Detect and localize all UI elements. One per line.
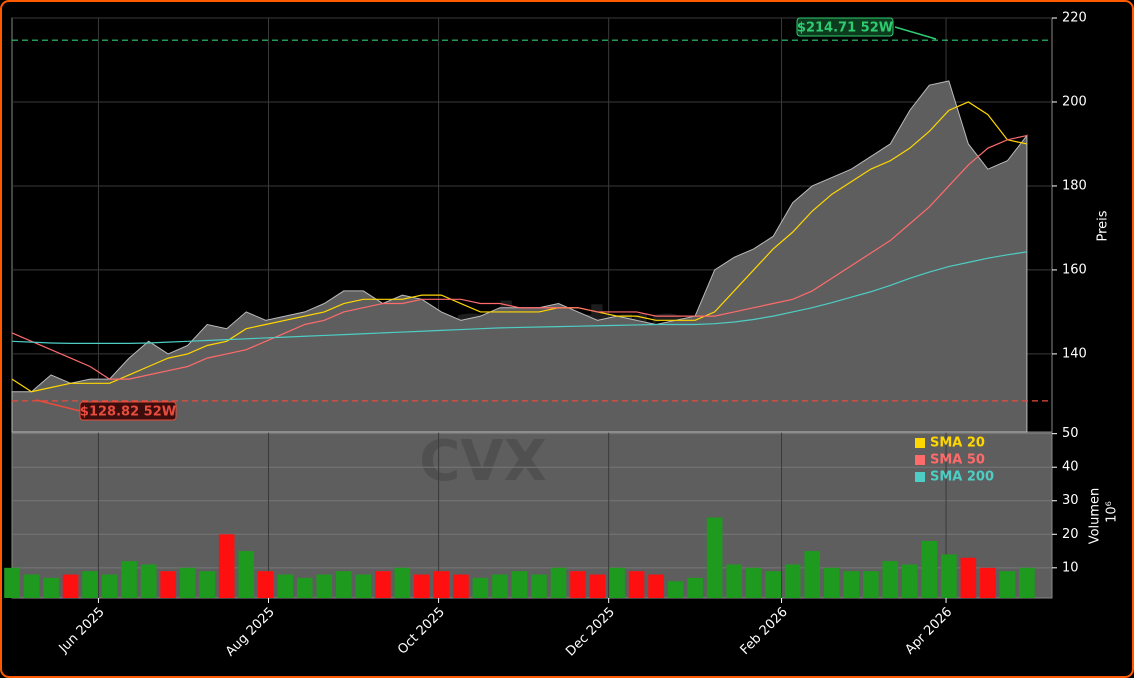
volume-bar (140, 564, 157, 598)
volume-bar (804, 551, 821, 598)
volume-bar (823, 567, 840, 598)
volume-bar (550, 567, 567, 598)
volume-bar (43, 577, 59, 598)
volume-bar (511, 571, 528, 598)
sma-line (11, 134, 1028, 380)
y-tick-label: 30 (1062, 493, 1079, 508)
volume-bar (921, 540, 938, 598)
volume-bar (23, 574, 40, 598)
volume-axis-label: Volumen (1088, 488, 1103, 545)
y-tick-label: 10 (1062, 560, 1079, 575)
volume-bar (160, 571, 176, 598)
volume-bar (648, 574, 664, 598)
y-tick-label: 160 (1062, 262, 1087, 277)
volume-bar (960, 557, 977, 598)
volume-bar (609, 567, 625, 598)
volume-bar (375, 571, 391, 598)
y-tick-label: 220 (1062, 11, 1087, 26)
y-tick-label: 20 (1062, 527, 1079, 542)
volume-bar (765, 571, 781, 598)
volume-bar (1019, 567, 1035, 598)
volume-bar (589, 574, 606, 598)
annotation-arrow (35, 399, 81, 412)
volume-bar (4, 567, 20, 598)
y-tick-label: 180 (1062, 178, 1087, 193)
annotation-box (796, 17, 894, 37)
legend-swatch (915, 438, 925, 448)
volume-bar (492, 574, 508, 598)
volume-bar (941, 554, 957, 598)
volume-bar (62, 574, 79, 598)
volume-bar (101, 574, 118, 598)
volume-bar (472, 577, 489, 598)
volume-bar (980, 567, 996, 598)
sma-line (11, 101, 1028, 393)
volume-bar (453, 574, 469, 598)
volume-bar (667, 581, 684, 598)
volume-bar (628, 571, 645, 598)
volume-bar (199, 571, 215, 598)
volume-bar (687, 577, 703, 598)
price-area (11, 80, 1028, 433)
volume-bar (843, 571, 860, 598)
y-tick-label: 140 (1062, 346, 1087, 361)
plot: signale.tradeCVX140160180200220102030405… (4, 11, 1120, 660)
volume-bar (179, 567, 196, 598)
y-tick-label: 200 (1062, 94, 1087, 109)
volume-bar (784, 564, 801, 598)
legend-label: SMA 200 (930, 470, 994, 485)
y-tick-label: 50 (1062, 426, 1079, 441)
y-tick-label: 40 (1062, 460, 1079, 475)
volume-bar (238, 551, 255, 598)
volume-bar (296, 577, 313, 598)
volume-bar (277, 574, 294, 598)
legend-label: SMA 20 (930, 436, 985, 451)
y-axis-label: Preis (1096, 210, 1111, 241)
volume-bar (999, 571, 1016, 598)
volume-bar (257, 571, 274, 598)
volume-bar (901, 564, 918, 598)
volume-bar (745, 567, 762, 598)
volume-bar (414, 574, 430, 598)
annotation-label: $214.71 52W (797, 21, 893, 36)
volume-bar (82, 571, 98, 598)
volume-bar (394, 567, 411, 598)
volume-bar (862, 571, 879, 598)
legend-swatch (915, 455, 925, 465)
annotation-arrow (894, 26, 937, 40)
volume-bar (355, 574, 372, 598)
volume-bar (335, 571, 352, 598)
volume-bar (218, 534, 235, 598)
volume-bar (882, 561, 899, 598)
volume-bar (433, 571, 450, 598)
volume-bar (121, 561, 137, 598)
volume-bar (706, 517, 723, 598)
annotation-box (79, 401, 177, 421)
volume-bar (726, 564, 742, 598)
sma-line (11, 251, 1027, 345)
annotation-label: $128.82 52W (80, 405, 176, 420)
watermark-symbol: CVX (419, 429, 547, 494)
volume-bar (570, 571, 586, 598)
volume-bar (531, 574, 547, 598)
volume-bar (316, 574, 333, 598)
legend-swatch (915, 472, 925, 482)
legend-label: SMA 50 (930, 453, 985, 468)
volume-unit: 10⁶ (1105, 501, 1120, 523)
